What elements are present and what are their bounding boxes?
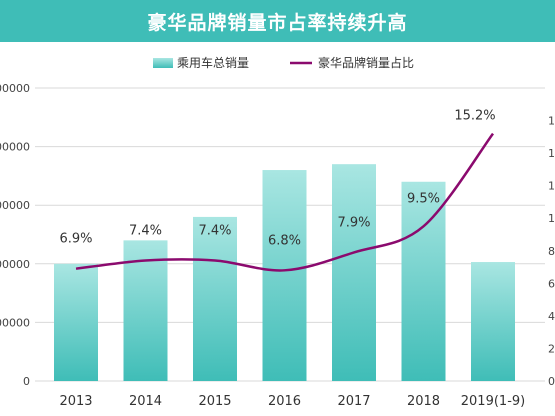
bar	[471, 262, 515, 381]
line-data-label: 6.9%	[59, 232, 92, 247]
right-tick-label: 12	[548, 180, 555, 193]
line-data-label: 15.2%	[454, 109, 495, 124]
right-tick-label: 8	[548, 245, 555, 258]
right-axis-ticks: 0 2 4 6 8 10 12 14 1	[548, 115, 555, 388]
x-tick-label: 2019(1-9)	[461, 394, 525, 409]
share-line	[75, 132, 495, 272]
bar	[54, 263, 98, 381]
right-tick-label: 2	[548, 342, 555, 355]
right-tick-label: 4	[548, 310, 555, 323]
legend-swatch-bars	[153, 58, 173, 68]
right-tick-label: 10	[548, 212, 555, 225]
x-tick-label: 2016	[268, 394, 301, 409]
x-tick-label: 2017	[337, 394, 370, 409]
data-labels: 6.9% 7.4% 7.4% 6.8% 7.9% 9.5% 15.2%	[59, 109, 495, 249]
bar	[332, 164, 376, 381]
legend: 乘用车总销量 豪华品牌销量占比	[153, 55, 414, 70]
x-tick-label: 2014	[129, 394, 162, 409]
legend-label-bars: 乘用车总销量	[177, 55, 249, 70]
left-axis-ticks: 0000000000000000000000000000000	[0, 82, 30, 388]
right-tick-label: 0	[548, 375, 555, 388]
x-axis-ticks: 2013 2014 2015 2016 2017 2018 2019(1-9)	[59, 394, 525, 409]
right-tick-label: 1	[548, 115, 555, 128]
bar	[262, 170, 307, 381]
line-series	[75, 132, 495, 272]
bar	[123, 240, 168, 381]
right-tick-label: 14	[548, 147, 555, 160]
left-tick-label: 0	[23, 375, 30, 388]
x-tick-label: 2013	[59, 394, 92, 409]
line-data-label: 7.4%	[129, 224, 162, 239]
x-tick-label: 2018	[407, 394, 440, 409]
x-tick-label: 2015	[198, 394, 231, 409]
right-tick-label: 6	[548, 277, 555, 290]
line-data-label: 6.8%	[268, 233, 301, 248]
bar	[193, 216, 237, 381]
line-data-label: 9.5%	[407, 191, 440, 206]
bar-series	[54, 164, 515, 381]
line-data-label: 7.4%	[198, 224, 231, 239]
bar	[401, 181, 446, 381]
chart-title: 豪华品牌销量市占率持续升高	[0, 0, 555, 42]
line-data-label: 7.9%	[337, 215, 370, 230]
legend-label-line: 豪华品牌销量占比	[318, 55, 414, 70]
